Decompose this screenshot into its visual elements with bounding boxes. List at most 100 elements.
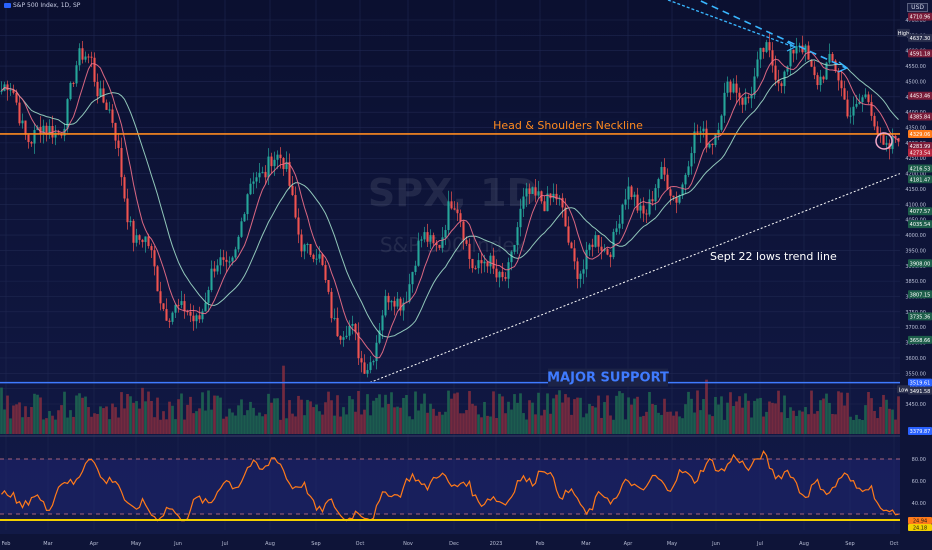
volume-bar xyxy=(780,412,783,434)
candle-body xyxy=(684,174,687,185)
candle-body xyxy=(576,261,579,279)
volume-bar xyxy=(627,397,630,434)
price-badge-label: 3519.61 xyxy=(910,381,931,387)
price-badge xyxy=(908,259,932,268)
volume-bar xyxy=(273,398,276,434)
price-tick-label: 3450.00 xyxy=(905,402,926,408)
volume-bar xyxy=(60,405,63,434)
candle-body xyxy=(285,161,288,170)
volume-bar xyxy=(498,393,501,434)
volume-bar xyxy=(756,398,759,434)
volume-bar xyxy=(192,413,195,434)
price-badge xyxy=(908,427,932,435)
candle-body xyxy=(528,188,531,194)
candle-body xyxy=(747,97,750,99)
candle-body xyxy=(588,244,591,250)
candle-body xyxy=(273,159,276,167)
price-badge xyxy=(908,148,932,157)
volume-bar xyxy=(216,395,219,434)
candle-body xyxy=(495,268,498,278)
volume-bar xyxy=(15,404,18,434)
time-tick-label: Dec xyxy=(449,541,459,547)
trendline-label: Sept 22 lows trend line xyxy=(710,250,837,263)
volume-bar xyxy=(3,409,6,434)
volume-bar xyxy=(336,395,339,434)
candle-body xyxy=(486,261,489,267)
volume-bar xyxy=(606,395,609,434)
candle-body xyxy=(177,304,180,306)
volume-bar xyxy=(252,407,255,434)
volume-bar xyxy=(861,419,864,434)
candle-body xyxy=(720,115,723,130)
price-badge-label: 3379.87 xyxy=(910,429,931,435)
volume-bar xyxy=(594,407,597,434)
price-badge-label: 4329.06 xyxy=(910,132,931,138)
candle-body xyxy=(105,102,108,110)
volume-bar xyxy=(201,392,204,434)
candle-body xyxy=(852,106,855,116)
time-tick-label: Nov xyxy=(403,541,413,547)
candle-body xyxy=(60,133,63,136)
candle-body xyxy=(873,115,876,127)
volume-bar xyxy=(129,396,132,434)
volume-bar xyxy=(258,412,261,434)
candle-body xyxy=(876,126,879,135)
volume-bar xyxy=(813,413,816,434)
candle-body xyxy=(540,191,543,202)
time-axis-background xyxy=(0,534,932,550)
arrow-head-icon xyxy=(786,41,797,52)
volume-bar xyxy=(507,401,510,434)
volume-bar xyxy=(45,418,48,434)
volume-bar xyxy=(399,407,402,434)
candle-body xyxy=(138,235,141,240)
time-axis[interactable]: Feb Mar Apr May Jun Jul Aug Sep Oct Nov Dec 2023 Feb… xyxy=(0,534,932,550)
candles xyxy=(0,31,900,378)
volume-bar xyxy=(852,419,855,434)
volume-bar xyxy=(27,417,30,434)
volume-bar xyxy=(0,387,3,434)
volume-bar xyxy=(729,392,732,434)
volume-bar xyxy=(180,393,183,434)
volume-bar xyxy=(609,415,612,434)
volume-bar xyxy=(387,403,390,434)
volume-bar xyxy=(111,403,114,434)
volume-bar xyxy=(786,418,789,434)
volume-bar xyxy=(549,413,552,434)
candle-body xyxy=(531,187,534,194)
candle-body xyxy=(474,268,477,270)
support-label: MAJOR SUPPORT xyxy=(547,371,669,386)
volume-bar xyxy=(126,393,129,434)
price-tick-label: 4000.00 xyxy=(905,233,926,239)
candle-body xyxy=(438,244,441,248)
price-tick-label: 4100.00 xyxy=(905,202,926,208)
price-tick-label: 3550.00 xyxy=(905,371,926,377)
candle-body xyxy=(816,75,819,86)
candle-body xyxy=(471,258,474,269)
volume-bar xyxy=(51,415,54,434)
candle-body xyxy=(213,268,216,272)
rsi-tick-label: 80.00 xyxy=(912,457,926,463)
price-badge-label: 4077.57 xyxy=(910,209,931,215)
price-badge xyxy=(908,220,932,229)
time-tick-label: Oct xyxy=(356,541,365,547)
rsi-badge-label: 24.18 xyxy=(913,526,927,532)
candle-body xyxy=(756,59,759,77)
candle-body xyxy=(519,208,522,228)
candle-body xyxy=(75,65,78,84)
volume-bar xyxy=(567,397,570,434)
candle-body xyxy=(144,236,147,243)
volume-bar xyxy=(57,410,60,434)
candle-body xyxy=(777,79,780,84)
candle-body xyxy=(696,131,699,133)
candle-body xyxy=(72,82,75,84)
currency-button[interactable]: USD xyxy=(907,3,928,12)
volume-bar xyxy=(18,402,21,434)
candle-body xyxy=(357,332,360,359)
candle-body xyxy=(510,251,513,263)
price-axis[interactable]: 4700.004650.004600.004550.004500.004450.… xyxy=(897,0,932,550)
volume-bar xyxy=(348,395,351,434)
candle-body xyxy=(345,335,348,338)
candle-body xyxy=(255,177,258,182)
